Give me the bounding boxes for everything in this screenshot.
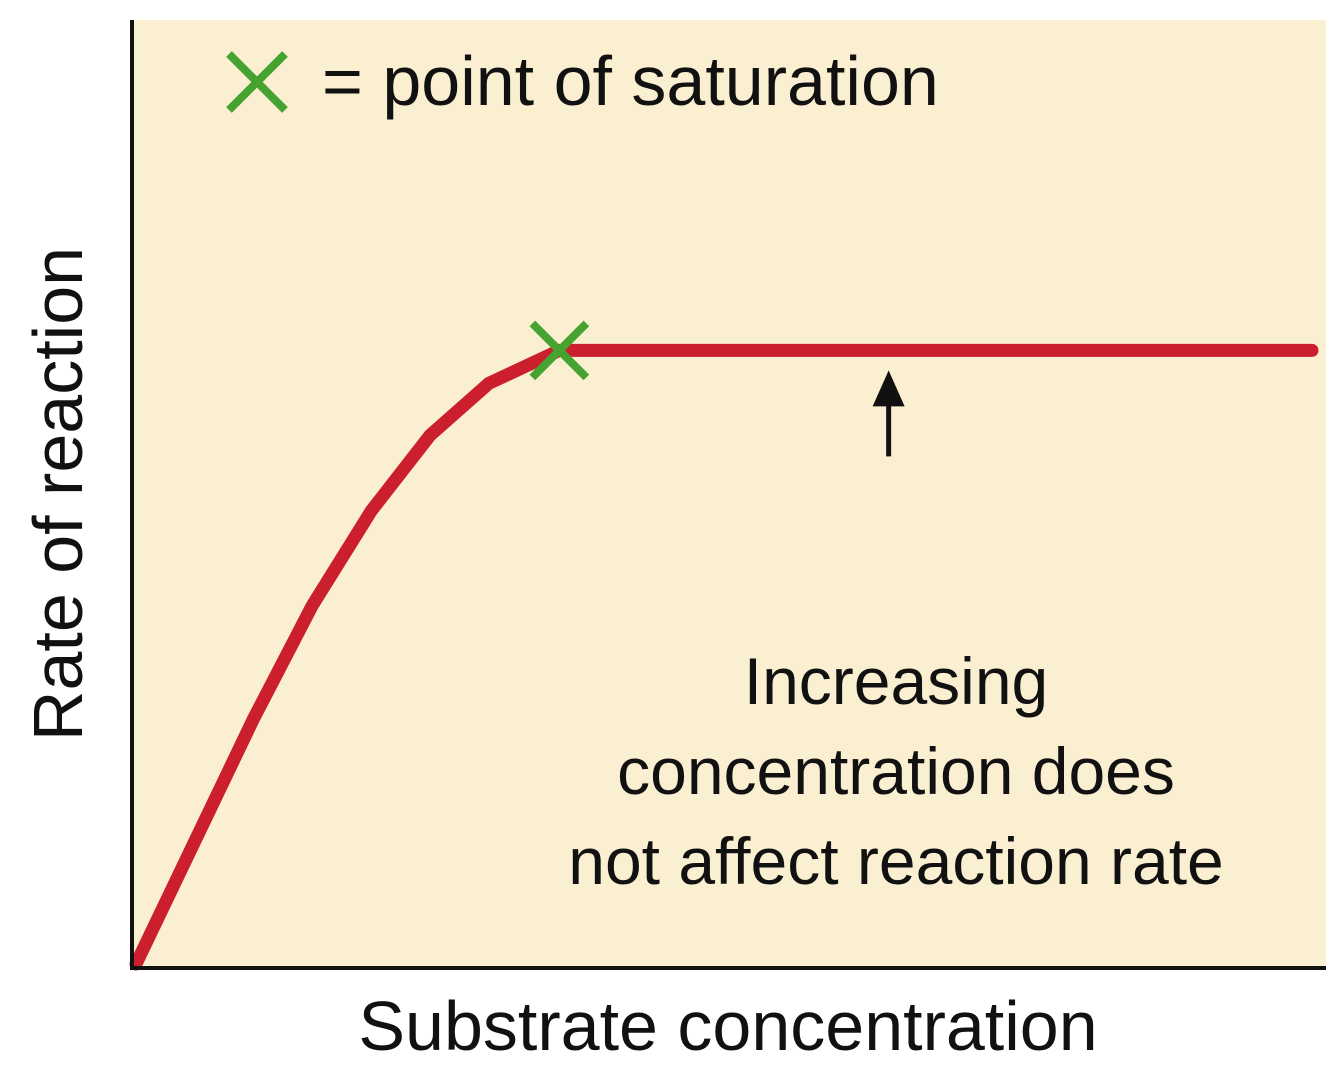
annotation-arrow-head xyxy=(872,370,905,407)
annotation-line-3: not affect reaction rate xyxy=(568,824,1224,898)
x-marker-stroke-2 xyxy=(529,320,590,381)
saturation-point-marker xyxy=(529,320,590,381)
annotation-line-2: concentration does xyxy=(617,734,1175,808)
legend-x-marker-icon xyxy=(226,51,288,113)
x-marker-stroke-2 xyxy=(226,51,288,113)
x-axis-label: Substrate concentration xyxy=(358,987,1097,1065)
plot-background xyxy=(132,20,1326,968)
annotation-line-1: Increasing xyxy=(744,644,1049,718)
y-axis-label: Rate of reaction xyxy=(19,247,97,741)
legend: = point of saturation xyxy=(226,42,939,120)
legend-label: = point of saturation xyxy=(322,42,939,120)
annotation: Increasing concentration does not affect… xyxy=(568,370,1224,898)
